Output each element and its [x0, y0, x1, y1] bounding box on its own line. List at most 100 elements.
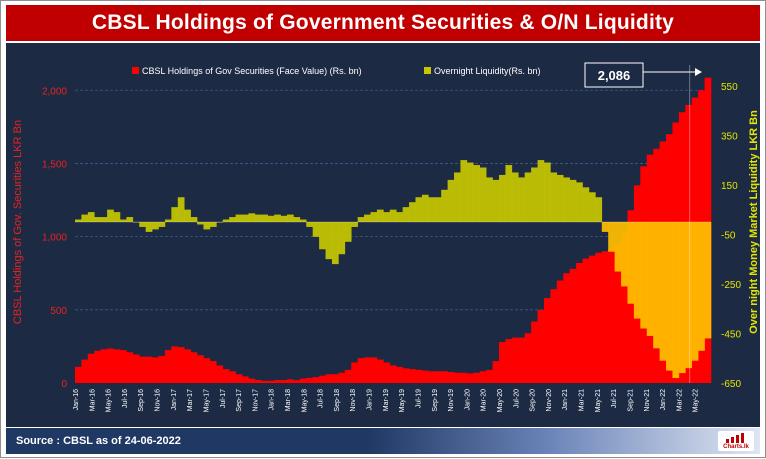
liquidity-bar — [376, 209, 384, 222]
x-tick-label: Nov-17 — [252, 389, 259, 412]
footer-bar: Source : CBSL as of 24-06-2022 Charts.lk — [6, 428, 760, 454]
holdings-bar — [389, 365, 397, 383]
holdings-bar — [242, 376, 249, 383]
liquidity-bar — [357, 217, 365, 222]
holdings-bar — [370, 357, 378, 383]
right-tick-label: 150 — [721, 181, 738, 192]
holdings-bar — [409, 369, 416, 383]
x-tick-label: Nov-20 — [546, 389, 553, 412]
liquidity-bar — [293, 217, 301, 222]
holdings-bar — [364, 357, 371, 383]
liquidity-bar — [518, 177, 525, 222]
x-tick-label: Jan-17 — [171, 389, 178, 411]
liquidity-bar — [576, 182, 583, 222]
liquidity-bar — [614, 222, 622, 272]
holdings-bar — [447, 372, 455, 383]
x-tick-label: Jan-19 — [367, 389, 374, 411]
liquidity-bar — [75, 219, 82, 222]
liquidity-bar — [678, 222, 686, 374]
holdings-bar — [319, 375, 326, 383]
x-tick-label: Sep-20 — [530, 389, 537, 412]
liquidity-bar — [550, 172, 558, 222]
liquidity-bar — [254, 214, 262, 222]
liquidity-bar — [556, 174, 564, 222]
holdings-bar — [608, 248, 615, 383]
liquidity-bar — [627, 222, 635, 304]
x-tick-label: May-16 — [106, 389, 113, 412]
liquidity-bar — [479, 167, 487, 222]
holdings-bar — [479, 371, 487, 383]
holdings-bar — [261, 380, 269, 383]
liquidity-bar — [434, 197, 442, 222]
liquidity-bar — [486, 177, 493, 222]
liquidity-bar — [306, 222, 313, 227]
liquidity-bar — [338, 222, 346, 255]
holdings-bar — [415, 369, 423, 383]
liquidity-bar — [164, 219, 172, 222]
holdings-bar — [306, 377, 313, 383]
liquidity-bar — [460, 160, 468, 222]
liquidity-bar — [222, 219, 230, 222]
holdings-bar — [454, 372, 461, 383]
holdings-bar — [428, 371, 436, 383]
holdings-bar — [344, 369, 352, 383]
holdings-bar — [75, 366, 82, 383]
liquidity-bar — [274, 214, 281, 222]
holdings-bar — [434, 371, 442, 383]
holdings-bar — [299, 378, 307, 383]
holdings-bar — [466, 373, 474, 383]
charts-lk-logo: Charts.lk — [718, 431, 754, 451]
left-tick-label: 2,000 — [42, 86, 67, 97]
x-tick-label: Mar-16 — [89, 389, 96, 411]
liquidity-bar — [537, 160, 545, 222]
liquidity-bar — [595, 197, 603, 222]
holdings-bar — [402, 368, 410, 383]
holdings-bar — [94, 350, 101, 383]
x-tick-label: Mar-18 — [285, 389, 292, 411]
holdings-bar — [81, 359, 89, 383]
holdings-bar — [595, 252, 603, 383]
liquidity-bar — [608, 222, 615, 252]
liquidity-bar — [511, 172, 519, 222]
x-tick-label: Nov-19 — [448, 389, 455, 412]
holdings-bar — [460, 372, 468, 383]
right-tick-label: -450 — [721, 329, 741, 340]
x-tick-label: Jul-18 — [318, 389, 325, 408]
holdings-bar — [524, 333, 532, 383]
holdings-bar — [531, 321, 538, 383]
right-tick-label: -250 — [721, 280, 741, 291]
holdings-bar — [184, 349, 191, 383]
x-tick-label: Mar-17 — [187, 389, 194, 411]
x-tick-label: Sep-16 — [138, 389, 145, 412]
legend-swatch-liquidity — [424, 67, 431, 74]
holdings-bar — [511, 337, 519, 383]
liquidity-bar — [704, 222, 712, 339]
annotation-value: 2,086 — [598, 68, 631, 83]
holdings-bar — [164, 350, 172, 383]
liquidity-bar — [94, 217, 101, 222]
liquidity-bar — [177, 197, 185, 222]
x-tick-label: Jan-20 — [464, 389, 471, 411]
holdings-bar — [171, 346, 179, 383]
holdings-bar — [473, 372, 481, 383]
holdings-bar — [569, 268, 577, 383]
right-tick-label: 550 — [721, 82, 738, 93]
liquidity-bar — [280, 215, 288, 222]
liquidity-bar — [203, 222, 211, 230]
liquidity-bar — [364, 214, 371, 222]
liquidity-bar — [287, 214, 294, 222]
liquidity-bar — [81, 214, 89, 222]
liquidity-bar — [646, 222, 654, 336]
holdings-bar — [421, 370, 429, 383]
liquidity-bar — [402, 207, 410, 222]
holdings-bar — [614, 243, 622, 383]
liquidity-bar — [672, 222, 680, 379]
liquidity-bar — [666, 222, 673, 371]
holdings-bar — [197, 355, 204, 383]
x-tick-label: Jan-21 — [562, 389, 569, 411]
liquidity-bar — [325, 222, 333, 260]
liquidity-bar — [601, 222, 609, 232]
liquidity-bar — [698, 222, 705, 351]
liquidity-bar — [145, 222, 153, 232]
liquidity-bar — [299, 219, 307, 222]
